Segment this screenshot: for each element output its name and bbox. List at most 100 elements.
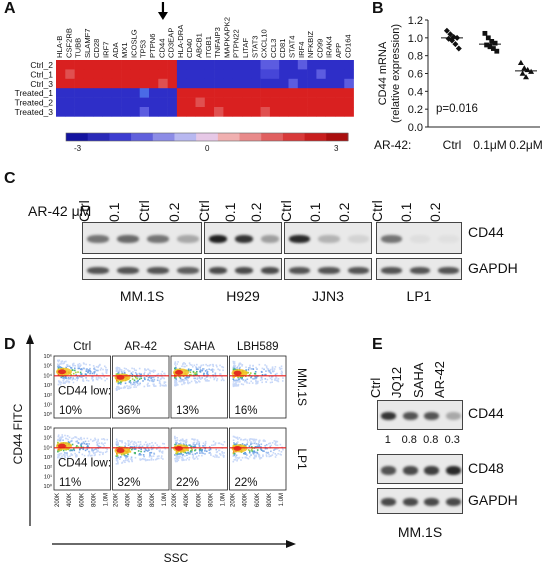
event-dot	[180, 451, 182, 454]
event-dot	[233, 365, 236, 368]
event-dot	[76, 440, 79, 442]
heatmap-cell	[121, 60, 131, 70]
event-dot	[156, 379, 159, 382]
event-dot	[128, 381, 131, 383]
event-dot	[133, 445, 136, 448]
heatmap-gene-label: PTPN22	[232, 29, 241, 58]
event-dot	[92, 449, 94, 452]
event-dot	[237, 376, 239, 379]
event-dot	[261, 381, 263, 384]
event-dot	[190, 451, 193, 453]
heatmap-cell	[288, 107, 299, 117]
event-dot	[246, 382, 248, 384]
arrow-icon	[286, 540, 296, 548]
column-title: Ctrl	[73, 341, 91, 353]
event-dot	[57, 450, 59, 453]
event-dot	[80, 444, 82, 447]
event-dot	[97, 440, 99, 442]
event-dot	[183, 362, 185, 364]
heatmap-cell	[325, 88, 336, 98]
event-dot	[190, 368, 192, 371]
heatmap-cell	[325, 78, 336, 89]
event-dot	[163, 446, 166, 449]
heatmap-gene-label: MX1	[120, 42, 129, 58]
lane-label: Ctrl	[369, 200, 386, 222]
event-dot	[161, 376, 164, 379]
data-point	[491, 46, 496, 51]
heatmap-row-label: Ctrl_1	[30, 69, 53, 79]
event-dot	[58, 364, 60, 366]
event-dot	[280, 367, 283, 370]
event-dot	[116, 385, 118, 388]
event-dot	[188, 452, 190, 455]
band	[117, 235, 139, 243]
heatmap-cell	[325, 97, 336, 108]
event-dot	[238, 378, 240, 380]
heatmap-panel-a: HLA-B CSF2RB TUBB SLAMF7 CD28 IRF7 ADA MX1 ICOSL…	[15, 2, 354, 153]
event-dot	[237, 457, 240, 460]
event-dot	[152, 380, 154, 383]
event-dot	[238, 456, 241, 459]
event-dot	[270, 372, 272, 375]
heatmap-cell	[65, 97, 75, 108]
band-label-cd44: CD44	[468, 405, 504, 421]
event-dot	[201, 454, 203, 457]
event-dot	[188, 375, 191, 378]
lane-label: Ctrl	[76, 200, 92, 222]
event-dot	[64, 382, 66, 384]
heatmap-gene-label: CD81	[278, 39, 287, 58]
event-dot	[120, 381, 122, 384]
event-dot	[75, 446, 78, 449]
event-dot	[117, 443, 120, 445]
event-dot	[143, 373, 146, 375]
event-dot	[151, 379, 154, 381]
event-dot	[181, 383, 183, 386]
event-dot	[138, 446, 140, 448]
event-dot	[267, 369, 270, 372]
event-dot	[280, 451, 283, 453]
event-dot	[124, 454, 126, 457]
event-dot	[65, 377, 68, 379]
event-dot	[195, 443, 198, 445]
event-dot	[139, 458, 141, 460]
heatmap-cell	[232, 60, 243, 70]
event-dot	[239, 376, 242, 379]
event-dot	[71, 449, 74, 451]
event-dot	[256, 445, 259, 448]
event-dot	[194, 438, 196, 441]
event-dot	[153, 384, 155, 387]
event-dot	[218, 442, 221, 445]
blot-cd44	[204, 222, 282, 254]
event-dot	[184, 455, 186, 457]
event-dot	[91, 454, 93, 457]
event-dot	[222, 369, 224, 372]
event-dot	[95, 451, 98, 453]
event-dot	[189, 453, 191, 455]
heatmap-cell	[223, 78, 233, 89]
band	[381, 498, 397, 506]
event-dot	[253, 438, 256, 441]
event-dot	[194, 444, 196, 446]
event-dot	[204, 453, 206, 455]
event-dot	[135, 381, 137, 383]
event-dot	[132, 371, 134, 373]
event-dot	[212, 365, 215, 368]
event-dot	[185, 459, 187, 461]
event-dot	[268, 455, 271, 458]
event-dot	[255, 442, 258, 445]
event-dot	[179, 377, 182, 380]
event-dot	[232, 362, 235, 364]
blot-gapdh	[376, 258, 462, 280]
event-dot	[102, 443, 105, 445]
colorscale-swatch	[326, 133, 349, 141]
flow-plot	[229, 355, 287, 419]
heatmap-cell	[102, 69, 113, 80]
event-dot	[254, 377, 257, 379]
event-dot	[83, 437, 85, 440]
band-label-cd48: CD48	[468, 460, 504, 476]
event-dot	[216, 456, 218, 458]
event-dot	[191, 453, 194, 456]
event-dot	[60, 452, 63, 455]
event-dot	[159, 385, 162, 387]
colorscale-mid-label: 0	[205, 144, 210, 153]
